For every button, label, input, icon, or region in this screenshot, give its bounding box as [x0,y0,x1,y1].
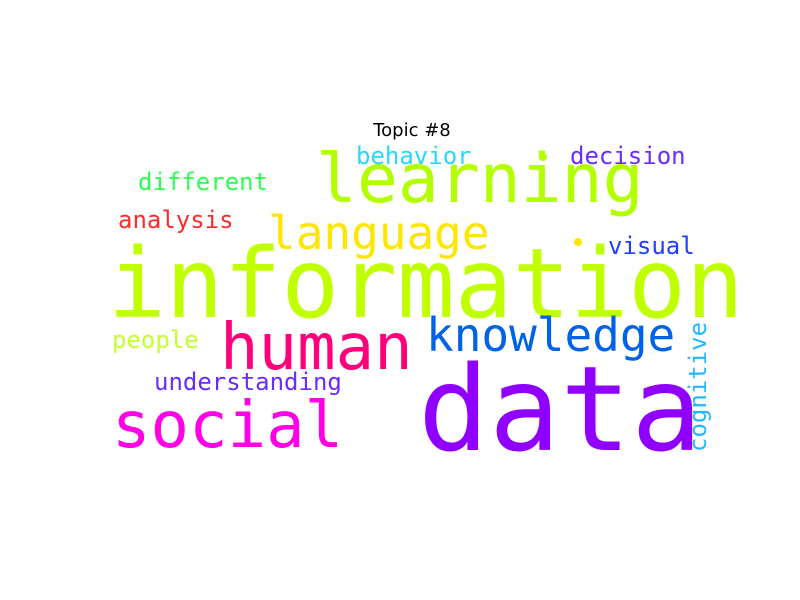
word-people: people [112,326,199,354]
word-visual: visual [608,232,695,260]
word-knowledge: knowledge [426,308,676,362]
word-behavior: behavior [356,142,472,170]
dot-mark [539,153,547,161]
word-cognitive: cognitive [684,321,712,452]
dot-mark [574,238,582,246]
word-understanding: understanding [154,368,342,396]
word-human: human [220,311,413,385]
word-language: language [268,206,490,260]
word-decision: decision [570,142,686,170]
word-information: information [108,228,744,340]
word-different: different [138,168,269,196]
word-data: data [418,340,703,478]
word-learning: learning [316,140,644,219]
word-social: social [112,389,344,463]
word-analysis: analysis [118,206,234,234]
word-cloud-title: Topic #8 [373,120,451,141]
